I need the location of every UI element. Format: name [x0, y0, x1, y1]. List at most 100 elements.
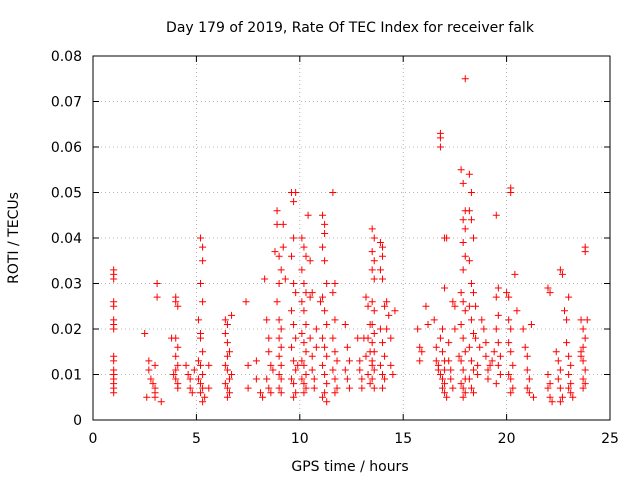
- data-point: [525, 389, 533, 397]
- data-point: [312, 343, 320, 351]
- data-point: [182, 361, 190, 369]
- data-point: [345, 357, 353, 365]
- data-point: [525, 375, 533, 383]
- data-point: [383, 325, 391, 333]
- data-point: [432, 357, 440, 365]
- data-point: [546, 289, 554, 297]
- data-point: [467, 189, 475, 196]
- data-point: [370, 384, 378, 392]
- data-point: [527, 320, 535, 328]
- data-point: [143, 393, 151, 401]
- data-point: [343, 375, 351, 383]
- grid-lines: [93, 56, 610, 420]
- data-point: [319, 243, 327, 251]
- data-point: [465, 343, 473, 351]
- data-point: [329, 289, 337, 297]
- data-point: [321, 371, 329, 378]
- data-point: [319, 361, 327, 369]
- data-point: [391, 307, 399, 315]
- data-point: [149, 380, 157, 388]
- data-point: [300, 280, 308, 287]
- data-point: [298, 266, 306, 274]
- data-point: [292, 289, 300, 297]
- data-point: [494, 311, 502, 319]
- data-point: [199, 371, 207, 378]
- data-point: [414, 325, 422, 333]
- data-point: [445, 339, 453, 347]
- data-point: [577, 352, 585, 360]
- data-point: [449, 384, 457, 392]
- data-point: [459, 216, 467, 224]
- data-point: [552, 348, 560, 356]
- data-point: [321, 389, 329, 397]
- data-point: [569, 393, 577, 401]
- data-point: [457, 166, 465, 174]
- data-point: [451, 302, 459, 310]
- data-point: [385, 311, 393, 319]
- data-point: [474, 371, 482, 378]
- data-point: [358, 375, 366, 383]
- data-point: [441, 380, 449, 388]
- data-point: [567, 389, 575, 397]
- data-point: [565, 352, 573, 360]
- data-point: [223, 393, 231, 401]
- data-point: [275, 334, 283, 342]
- data-point: [368, 266, 376, 274]
- data-point: [308, 366, 316, 374]
- data-point: [381, 302, 389, 310]
- data-point: [505, 339, 513, 347]
- data-point: [223, 384, 231, 392]
- data-point: [275, 371, 283, 378]
- data-point: [362, 293, 370, 301]
- data-point: [449, 298, 457, 306]
- data-point: [370, 330, 378, 338]
- data-point: [443, 234, 451, 242]
- x-axis-ticks: 0 5 10 15 20 25: [89, 56, 619, 447]
- data-point: [364, 334, 372, 342]
- data-point: [447, 375, 455, 383]
- y-tick-label: 0.02: [51, 322, 82, 338]
- data-point: [467, 316, 475, 324]
- data-points: [110, 75, 591, 406]
- data-point: [199, 257, 207, 265]
- data-point: [368, 248, 376, 256]
- data-point: [288, 307, 296, 315]
- data-point: [269, 366, 277, 374]
- y-tick-label: 0.08: [51, 49, 82, 65]
- y-axis-label: ROTI / TECUs: [6, 192, 22, 284]
- data-point: [145, 366, 153, 374]
- data-point: [457, 320, 465, 328]
- data-point: [323, 380, 331, 388]
- data-point: [331, 280, 339, 287]
- data-point: [467, 216, 475, 224]
- data-point: [376, 239, 384, 247]
- data-point: [579, 325, 587, 333]
- data-point: [223, 366, 231, 374]
- data-point: [302, 348, 310, 356]
- data-point: [221, 361, 229, 369]
- data-point: [447, 366, 455, 374]
- data-point: [188, 389, 196, 397]
- data-point: [579, 357, 587, 365]
- data-point: [511, 270, 519, 278]
- data-point: [451, 325, 459, 333]
- data-point: [558, 393, 566, 401]
- data-point: [225, 389, 233, 397]
- data-point: [484, 366, 492, 374]
- data-point: [321, 220, 329, 228]
- data-point: [565, 293, 573, 301]
- data-point: [223, 339, 231, 347]
- x-tick-label: 25: [601, 431, 619, 447]
- data-point: [221, 316, 229, 324]
- data-point: [482, 339, 490, 347]
- data-point: [298, 357, 306, 365]
- data-point: [267, 361, 275, 369]
- data-point: [529, 393, 537, 401]
- data-point: [507, 389, 515, 397]
- data-point: [492, 211, 500, 219]
- data-point: [370, 257, 378, 265]
- data-point: [465, 207, 473, 215]
- data-point: [306, 257, 314, 265]
- data-point: [153, 280, 161, 287]
- data-point: [445, 357, 453, 365]
